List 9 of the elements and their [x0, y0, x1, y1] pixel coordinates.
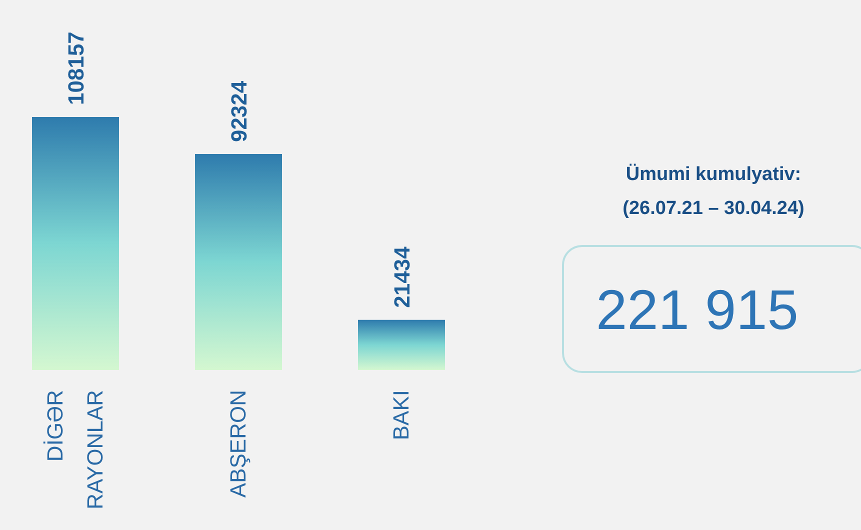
- x-tick-label: ABŞERON: [226, 390, 250, 498]
- data-label: 92324: [226, 80, 252, 142]
- text: (26.07.21 – 30.04.24): [622, 197, 806, 221]
- data-label: 108157: [64, 32, 88, 105]
- x-tick-label: DİGƏR RAYONLAR: [42, 390, 108, 510]
- x-tick-label: BAKI: [388, 390, 414, 440]
- text: Ümumi kumulyativ:: [624, 162, 802, 187]
- text: 221 915: [562, 245, 861, 373]
- data-label: 21434: [390, 246, 414, 308]
